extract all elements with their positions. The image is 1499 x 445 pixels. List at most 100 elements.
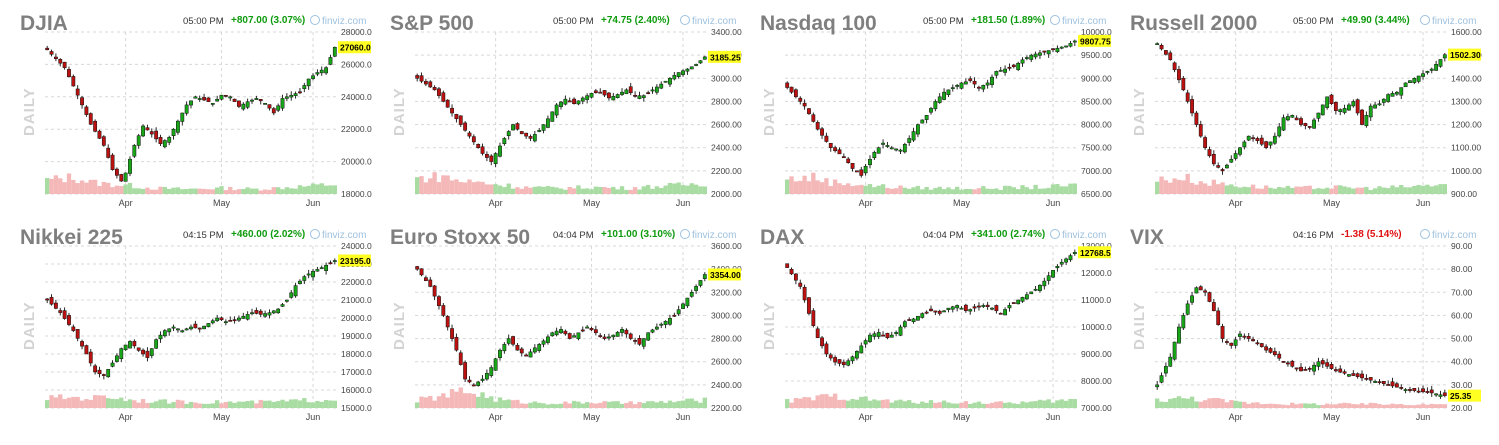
candle	[955, 304, 960, 312]
volume-bar	[1029, 189, 1034, 194]
volume-bar	[593, 186, 599, 194]
chart-panel-djia[interactable]: 18000.0 20000.0 22000.0 24000.0 26000.0 28000…	[15, 8, 372, 213]
volume-bar	[680, 185, 686, 194]
candle	[1172, 341, 1177, 361]
volume-bar	[1202, 400, 1208, 408]
volume-bar	[663, 402, 668, 408]
candle-body	[1299, 118, 1303, 125]
chart-panel-eurostoxx50[interactable]: 2200.00 2400.00 2600.00 2800.00 3000.00 3200.…	[385, 222, 742, 427]
volume-bar	[1399, 185, 1404, 194]
candle	[110, 360, 115, 368]
candle-body	[1403, 389, 1408, 391]
volume-bar	[484, 184, 490, 194]
chart-panel-sp500[interactable]: 2000.00 2200.00 2400.00 2600.00 2800.00 3000.…	[385, 8, 742, 213]
volume-bar	[92, 179, 98, 194]
candle	[215, 95, 220, 102]
volume-bar	[489, 396, 494, 408]
volume-bar	[915, 403, 921, 408]
chart-panel-vix[interactable]: 20.00 30.00 40.00 50.00 60.00 70.00 80.00 90.00…	[1125, 222, 1481, 427]
chart-panel-russell2000[interactable]: 900.00 1000.00 1100.00 1200.00 1300.00 1400.0…	[1125, 8, 1482, 213]
candle-body	[868, 159, 872, 166]
finviz-link[interactable]: finviz.com	[680, 15, 736, 27]
volume-bars	[415, 172, 707, 194]
finviz-link[interactable]: finviz.com	[310, 229, 366, 241]
chart-panel-dax[interactable]: 7000.00 8000.00 9000.00 10000.0 11000.0 12000…	[755, 222, 1112, 427]
candle	[1155, 42, 1160, 46]
chart-canvas: 18000.020000.022000.024000.026000.028000…	[45, 27, 372, 208]
candle	[167, 135, 172, 146]
candle-body	[241, 103, 246, 110]
candle	[454, 113, 459, 123]
candle	[189, 100, 193, 109]
candle	[502, 342, 507, 354]
candle	[1360, 108, 1364, 126]
volume-bars	[415, 387, 707, 408]
candle	[158, 331, 163, 343]
candle-body	[1347, 104, 1351, 111]
candle-body	[145, 350, 150, 358]
candle-body	[850, 356, 855, 362]
volume-bar	[1172, 178, 1177, 194]
candle-body	[1425, 391, 1430, 393]
candle-body	[615, 331, 620, 337]
volume-bar	[1425, 184, 1430, 194]
candle	[480, 143, 485, 156]
volume-bar	[319, 401, 324, 408]
chart-panel-nasdaq100[interactable]: 6500.00 7000.00 7500.00 8000.00 8500.00 9000.…	[755, 8, 1112, 213]
volume-bar	[1024, 402, 1030, 408]
candle	[1029, 291, 1034, 295]
candle-body	[1190, 99, 1194, 114]
chart-panel-nikkei225[interactable]: 15000.0 16000.0 17000.0 18000.0 19000.0 20000…	[15, 222, 372, 427]
candle-body	[493, 358, 498, 371]
volume-bar	[532, 401, 538, 408]
candle	[450, 104, 454, 117]
candle	[972, 304, 977, 312]
volume-bar	[267, 400, 272, 408]
candle	[245, 98, 250, 110]
finviz-link[interactable]: finviz.com	[1420, 15, 1476, 27]
candle-body	[93, 120, 98, 132]
volume-bar	[1033, 401, 1038, 408]
volume-bar	[1342, 402, 1347, 408]
candle-body	[532, 347, 537, 353]
candle	[315, 266, 320, 272]
volume-bar	[654, 186, 660, 194]
candle-body	[607, 336, 611, 339]
candle	[650, 328, 655, 334]
candle	[841, 359, 846, 368]
candle	[689, 66, 694, 70]
finviz-link[interactable]: finviz.com	[1050, 15, 1106, 27]
candle-body	[432, 87, 437, 91]
candle-body	[694, 286, 699, 291]
volume-bar	[206, 403, 211, 408]
finviz-link[interactable]: finviz.com	[310, 15, 366, 27]
candle-body	[889, 334, 894, 338]
candle-body	[210, 103, 215, 105]
volume-bar	[1037, 188, 1043, 194]
finviz-link[interactable]: finviz.com	[1050, 229, 1106, 241]
volume-bar	[1176, 396, 1182, 408]
candle	[1159, 372, 1164, 384]
candle	[837, 147, 842, 155]
candle	[1264, 140, 1269, 150]
last-price-badge: 9807.75	[1078, 34, 1111, 47]
volume-bar	[432, 400, 437, 408]
volume-bar	[1294, 404, 1299, 408]
candle-body	[1325, 362, 1330, 367]
volume-bar	[289, 188, 294, 194]
candle-body	[1038, 284, 1042, 291]
candle	[1246, 135, 1251, 142]
finviz-link[interactable]: finviz.com	[680, 229, 736, 241]
volume-bar	[789, 402, 794, 408]
candle-body	[911, 131, 916, 141]
volume-bar	[262, 189, 268, 194]
candle	[911, 317, 916, 324]
volume-bar	[1207, 398, 1212, 408]
candle	[154, 338, 159, 349]
volume-bar	[1438, 184, 1443, 194]
candle-body	[219, 317, 224, 321]
finviz-link[interactable]: finviz.com	[1420, 229, 1476, 241]
candle-body	[1155, 384, 1160, 388]
finviz-label: finviz.com	[1432, 230, 1477, 241]
candle	[62, 307, 67, 320]
